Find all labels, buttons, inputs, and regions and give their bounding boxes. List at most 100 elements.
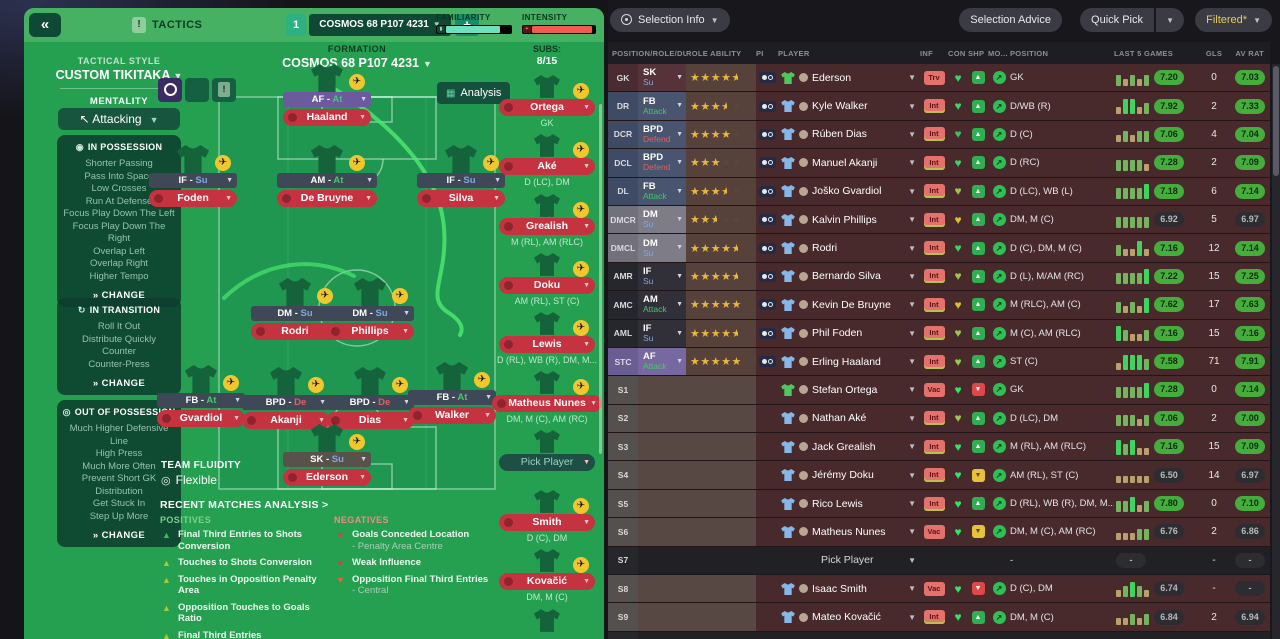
player-select[interactable]: Manuel Akanji ▼	[778, 149, 920, 176]
role-duty-select[interactable]: AM Attack ▼	[638, 291, 686, 319]
player-select[interactable]: Rico Lewis ▼	[778, 490, 920, 517]
table-row[interactable]: DMCL DM Su ▼ ★ ★ ★ ★ ★ ★ Rodri ▼ Int ♥ ▲ ↗ D (C), DM, M …	[608, 234, 1270, 263]
role-select[interactable]: FB - At ▼	[157, 393, 245, 408]
column-header[interactable]: POSITION	[1010, 48, 1049, 58]
role-duty-select[interactable]: FB Attack ▼	[638, 177, 686, 205]
subs-scrollbar[interactable]	[599, 104, 602, 454]
player-instructions-cell[interactable]	[756, 121, 778, 148]
quick-pick-button[interactable]: Quick Pick	[1080, 8, 1154, 32]
player-select[interactable]: Phillips ▼	[326, 323, 414, 340]
role-duty-select[interactable]: BPD Defend ▼	[638, 120, 686, 149]
player-select[interactable]: Smith ▼	[499, 514, 595, 531]
recent-matches-analysis-title[interactable]: RECENT MATCHES ANALYSIS >	[160, 499, 329, 511]
table-row[interactable]: S3 Jack Grealish ▼ Int ♥ ▲ ↗ M (RL), AM (RLC) 7.…	[608, 433, 1270, 462]
player-select[interactable]: Foden ▼	[149, 190, 237, 207]
player-select[interactable]: Jack Grealish ▼	[778, 433, 920, 460]
player-select[interactable]: Isaac Smith ▼	[778, 575, 920, 602]
formation-select[interactable]: COSMOS 68 P107 4231 ▼	[282, 56, 432, 70]
player-select[interactable]: Phil Foden ▼	[778, 320, 920, 347]
table-row[interactable]: DCR BPD Defend ▼ ★ ★ ★ ★ ★ Rúben Dias ▼ Int ♥ ▲ ↗ D (C)…	[608, 120, 1270, 150]
role-select[interactable]: IF - Su ▼	[149, 173, 237, 188]
tactic-tab-1[interactable]: 1	[286, 14, 306, 36]
column-header[interactable]: AV RAT	[1235, 48, 1264, 58]
table-row[interactable]: DL FB Attack ▼ ★ ★ ★ ★ ★ ★ Joško Gvardiol ▼ Int ♥ ▲ ↗ D …	[608, 177, 1270, 206]
player-select[interactable]: Kyle Walker ▼	[778, 92, 920, 119]
role-duty-select[interactable]: FB Attack ▼	[638, 92, 686, 120]
pick-player-select[interactable]: Pick Player▼	[778, 632, 920, 639]
player-select[interactable]: Ortega ▼	[499, 99, 595, 116]
kit-view-icon[interactable]	[158, 78, 182, 102]
role-duty-select[interactable]: AF Attack ▼	[638, 347, 686, 376]
player-select[interactable]: Grealish ▼	[499, 218, 595, 235]
player-select[interactable]: Bernardo Silva ▼	[778, 263, 920, 290]
pick-player-select[interactable]: Pick Player▼	[499, 454, 595, 471]
table-row[interactable]: AMC AM Attack ▼ ★ ★ ★ ★ ★ Kevin De Bruyne ▼ Int ♥ ▲ ↗ M…	[608, 291, 1270, 320]
column-header[interactable]: POSITION/ROLE/DU... ▲	[612, 48, 686, 58]
player-select[interactable]: Rodri▼	[251, 323, 339, 340]
tactics-view-icon[interactable]: !	[212, 78, 236, 102]
table-row[interactable]: AML IF Su ▼ ★ ★ ★ ★ ★ ★ Phil Foden ▼ Int ♥ ▲ ↗ M (C), AM…	[608, 319, 1270, 348]
player-instructions-cell[interactable]	[756, 263, 778, 290]
role-select[interactable]: IF - Su ▼	[417, 173, 505, 188]
player-select[interactable]: Rúben Dias ▼	[778, 121, 920, 148]
table-row[interactable]: S7 Pick Player ▼ - - - -	[608, 546, 1270, 576]
player-select[interactable]: Mateo Kovačić ▼	[778, 603, 920, 630]
selection-info-button[interactable]: Selection Info ▼	[610, 8, 730, 32]
table-row[interactable]: Pick Player▼	[608, 631, 1270, 639]
player-select[interactable]: Stefan Ortega ▼	[778, 376, 920, 403]
player-select[interactable]: Matheus Nunes ▼	[778, 518, 920, 545]
player-select[interactable]: Akanji ▼	[242, 412, 330, 429]
filtered-button[interactable]: Filtered* ▼	[1195, 8, 1272, 32]
player-select[interactable]: Gvardiol ▼	[157, 410, 245, 427]
player-select[interactable]: Kevin De Bruyne ▼	[778, 291, 920, 318]
role-select[interactable]: DM - Su▼	[326, 306, 414, 321]
column-header[interactable]: MO...	[988, 48, 1008, 58]
table-row[interactable]: DR FB Attack ▼ ★ ★ ★ ★ ★ ★ Kyle Walker ▼ Int ♥ ▲ ↗ D/WB …	[608, 92, 1270, 121]
player-instructions-cell[interactable]	[756, 291, 778, 318]
column-header[interactable]: SHP	[968, 48, 985, 58]
player-instructions-cell[interactable]	[756, 64, 778, 91]
player-instructions-cell[interactable]	[756, 206, 778, 233]
player-select[interactable]: Jérémy Doku ▼	[778, 461, 920, 488]
out-of-possession-change-button[interactable]: » CHANGE	[92, 530, 146, 541]
role-select[interactable]: BPD - De ▼	[242, 395, 330, 410]
table-row[interactable]: S2 Nathan Aké ▼ Int ♥ ▲ ↗ D (LC), DM 7.06 2 7.00	[608, 404, 1270, 434]
player-select[interactable]: Walker ▼	[408, 407, 496, 424]
player-select[interactable]: De Bruyne ▼	[277, 190, 377, 207]
player-select[interactable]: Aké ▼	[499, 158, 595, 175]
player-select[interactable]: Ederson ▼	[283, 469, 371, 486]
table-row[interactable]: S1 Stefan Ortega ▼ Vac ♥ ▼ ↗ GK 7.28 0 7.14	[608, 376, 1270, 405]
tactic-select[interactable]: COSMOS 68 P107 4231▼	[309, 14, 451, 36]
table-row[interactable]: S4 Jérémy Doku ▼ Int ♥ ▼ ↗ AM (RL), ST (C) 6.50 1…	[608, 461, 1270, 490]
column-header[interactable]: ROLE ABILITY	[686, 48, 742, 58]
table-row[interactable]: S9 Mateo Kovačić ▼ Int ♥ ▲ ↗ DM, M (C) 6.84 2 6.94	[608, 603, 1270, 632]
player-select[interactable]: Silva ▼	[417, 190, 505, 207]
table-header[interactable]: POSITION/ROLE/DU... ▲ROLE ABILITY PI PLAYE…	[608, 42, 1270, 64]
player-select[interactable]: Dias ▼	[326, 412, 414, 429]
table-row[interactable]: STC AF Attack ▼ ★ ★ ★ ★ ★ Erling Haaland ▼ Int ♥ ▲ ↗ ST…	[608, 347, 1270, 377]
table-scrollbar[interactable]	[1272, 64, 1280, 639]
column-header[interactable]: INF	[920, 48, 933, 58]
player-select[interactable]: Kovačić ▼	[499, 573, 595, 590]
player-select[interactable]: Haaland ▼	[283, 109, 371, 126]
table-row[interactable]: DMCR DM Su ▼ ★ ★ ★ ★ ★ ★ Kalvin Phillips ▼ Int ♥ ▲ ↗ DM,…	[608, 205, 1270, 235]
role-duty-select[interactable]: SK Su ▼	[638, 64, 686, 92]
player-select[interactable]: Doku ▼	[499, 277, 595, 294]
column-header[interactable]: LAST 5 GAMES	[1114, 48, 1174, 58]
role-duty-select[interactable]: BPD Defend ▼	[638, 149, 686, 177]
role-duty-select[interactable]: IF Su ▼	[638, 262, 686, 291]
role-duty-select[interactable]: DM Su ▼	[638, 234, 686, 262]
player-instructions-cell[interactable]	[756, 92, 778, 119]
role-select[interactable]: AM - At ▼	[277, 173, 377, 188]
player-instructions-cell[interactable]	[756, 178, 778, 205]
player-instructions-cell[interactable]	[756, 320, 778, 347]
table-row[interactable]: S6 Matheus Nunes ▼ Vac ♥ ▼ ↗ DM, M (C), AM (RC)…	[608, 518, 1270, 547]
role-duty-select[interactable]: DM Su ▼	[638, 205, 686, 234]
in-transition-change-button[interactable]: » CHANGE	[92, 378, 146, 389]
player-instructions-cell[interactable]	[756, 234, 778, 261]
column-header[interactable]: PI	[756, 48, 764, 58]
role-select[interactable]: FB - At ▼	[408, 390, 496, 405]
player-select[interactable]: Joško Gvardiol ▼	[778, 178, 920, 205]
role-duty-select[interactable]: IF Su ▼	[638, 319, 686, 347]
pick-player-select[interactable]: Pick Player▼	[821, 554, 916, 567]
